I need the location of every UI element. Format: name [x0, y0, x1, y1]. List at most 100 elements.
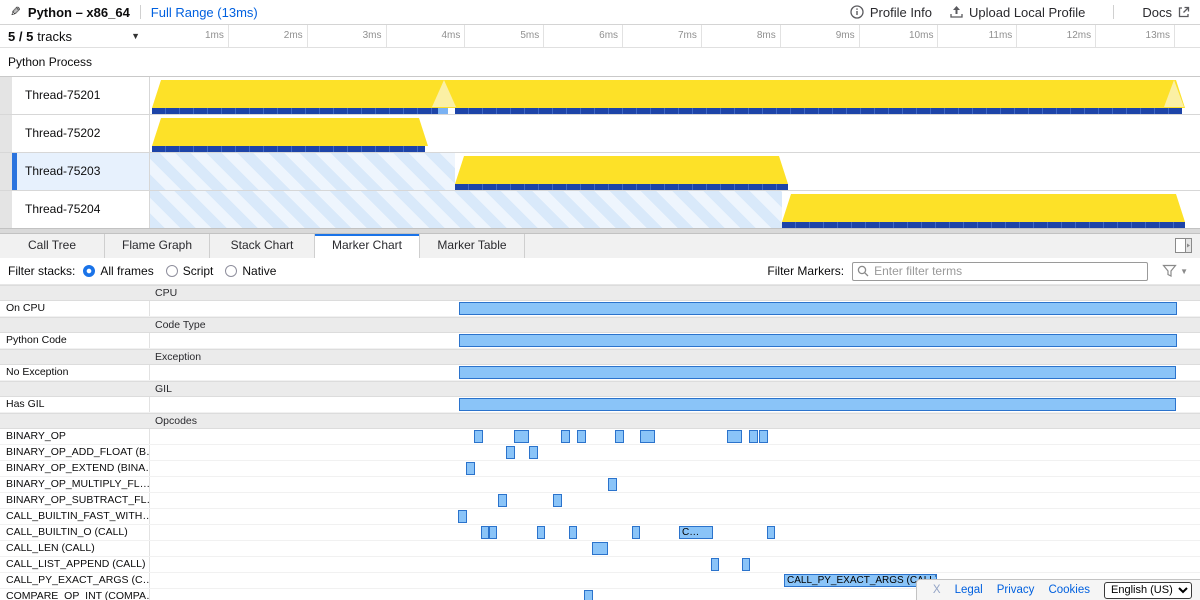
marker-box[interactable]: [584, 590, 593, 600]
marker-box[interactable]: [759, 430, 768, 443]
language-select[interactable]: English (US): [1104, 581, 1192, 599]
ruler-tick: 12ms: [1017, 25, 1097, 47]
search-icon: [857, 265, 869, 280]
footer-link-legal[interactable]: Legal: [954, 584, 983, 596]
track-row-thread-75202[interactable]: Thread-75202: [0, 115, 1200, 153]
marker-row-label: Has GIL: [0, 397, 150, 412]
marker-box[interactable]: [481, 526, 489, 539]
tab-stack-chart[interactable]: Stack Chart: [210, 234, 315, 258]
stack-filter-native[interactable]: Native: [225, 264, 276, 278]
marker-box[interactable]: [459, 398, 1176, 411]
footer-links: Legal Privacy Cookies: [955, 584, 1090, 596]
marker-box[interactable]: [459, 302, 1177, 315]
marker-box[interactable]: [749, 430, 758, 443]
edit-profile-name-icon[interactable]: ✎: [10, 4, 21, 19]
tab-marker-chart[interactable]: Marker Chart: [315, 234, 420, 258]
track-label[interactable]: Thread-75203: [12, 153, 150, 190]
marker-box[interactable]: [459, 366, 1176, 379]
footer-close-button[interactable]: X: [932, 584, 941, 596]
chevron-down-icon: ▼: [131, 31, 140, 41]
track-label[interactable]: Thread-75202: [12, 115, 150, 152]
marker-chart: CPU On CPU Code Type Python Code Exception No…: [0, 285, 1200, 600]
marker-box[interactable]: [459, 334, 1177, 347]
radio-icon: [165, 265, 178, 277]
marker-box[interactable]: [537, 526, 545, 539]
track-label[interactable]: Thread-75204: [12, 191, 150, 228]
marker-box[interactable]: [592, 542, 608, 555]
ruler-tick: 8ms: [702, 25, 781, 47]
upload-local-profile-button[interactable]: Upload Local Profile: [950, 5, 1085, 20]
marker-box[interactable]: [577, 430, 586, 443]
header-divider-2: [1113, 5, 1115, 19]
sample-strip: [782, 222, 1185, 228]
marker-box[interactable]: [632, 526, 640, 539]
tab-marker-table[interactable]: Marker Table: [420, 234, 525, 258]
track-label[interactable]: Thread-75201: [12, 77, 150, 114]
marker-row-label: CALL_PY_EXACT_ARGS (C…: [0, 573, 150, 588]
ruler-tick: 7ms: [623, 25, 702, 47]
marker-box[interactable]: [474, 430, 483, 443]
docs-link[interactable]: Docs: [1142, 5, 1190, 20]
ruler-tick: 4ms: [387, 25, 466, 47]
marker-box[interactable]: [569, 526, 577, 539]
marker-row: BINARY_OP_ADD_FLOAT (B…: [0, 445, 1200, 461]
marker-box[interactable]: [615, 430, 624, 443]
process-header[interactable]: Python Process: [0, 48, 1200, 77]
sample-strip: [152, 146, 425, 152]
marker-row: BINARY_OP: [0, 429, 1200, 445]
marker-box[interactable]: [506, 446, 515, 459]
marker-row: CALL_PY_EXACT_ARGS (CALL) CALL_PY_EXACT_A…: [0, 573, 1200, 589]
marker-box[interactable]: [608, 478, 617, 491]
marker-box[interactable]: [742, 558, 750, 571]
open-sidebar-icon[interactable]: [1175, 238, 1192, 253]
marker-row-label: BINARY_OP_ADD_FLOAT (B…: [0, 445, 150, 460]
ruler-tick: 1ms: [150, 25, 229, 47]
ruler-tick: 5ms: [465, 25, 545, 47]
marker-box[interactable]: [489, 526, 497, 539]
marker-box[interactable]: [466, 462, 475, 475]
cpu-usage-band: [455, 156, 788, 184]
marker-box[interactable]: CALL_PY_EXACT_ARGS (CALL): [784, 574, 937, 587]
profile-info-button[interactable]: Profile Info: [850, 5, 932, 20]
marker-box[interactable]: [553, 494, 562, 507]
marker-filter-input[interactable]: [852, 261, 1149, 281]
ruler-tick: 3ms: [308, 25, 387, 47]
footer-link-privacy[interactable]: Privacy: [996, 584, 1035, 596]
tracks-count: 5 / 5: [8, 28, 34, 44]
marker-filter-menu[interactable]: ▼: [1162, 264, 1188, 278]
marker-box[interactable]: [640, 430, 655, 443]
stack-filter-script[interactable]: Script: [165, 264, 214, 278]
stack-filter-all-frames[interactable]: All frames: [83, 264, 154, 278]
marker-box[interactable]: [561, 430, 570, 443]
marker-box[interactable]: [727, 430, 742, 443]
radio-label: Script: [182, 264, 214, 278]
marker-box[interactable]: [767, 526, 775, 539]
tab-call-tree[interactable]: Call Tree: [0, 234, 105, 258]
marker-box[interactable]: [514, 430, 529, 443]
marker-box[interactable]: [498, 494, 507, 507]
marker-category-label: CPU: [155, 287, 178, 299]
tracks-dropdown[interactable]: 5 / 5 tracks ▼: [0, 25, 150, 47]
panel-splitter[interactable]: [0, 228, 1200, 234]
marker-box[interactable]: [529, 446, 538, 459]
marker-row-label: BINARY_OP_MULTIPLY_FL…: [0, 477, 150, 492]
marker-box[interactable]: C…: [679, 526, 713, 539]
tab-flame-graph[interactable]: Flame Graph: [105, 234, 210, 258]
footer-link-cookies[interactable]: Cookies: [1048, 584, 1090, 596]
full-range-link[interactable]: Full Range (13ms): [150, 4, 258, 20]
track-row-thread-75201[interactable]: Thread-75201: [0, 77, 1200, 115]
marker-box[interactable]: [458, 510, 467, 523]
track-row-thread-75203[interactable]: Thread-75203: [0, 153, 1200, 191]
chevron-down-icon: ▼: [1180, 266, 1188, 276]
marker-box[interactable]: [711, 558, 719, 571]
marker-row-label: On CPU: [0, 301, 150, 316]
marker-row-label: BINARY_OP: [0, 429, 150, 444]
marker-row: COMPARE_OP_INT (COMPA…: [0, 589, 1200, 600]
track-row-thread-75204[interactable]: Thread-75204: [0, 191, 1200, 228]
marker-row: Has GIL: [0, 397, 1200, 413]
idle-stripes: [150, 191, 782, 228]
marker-category-row: Exception: [0, 349, 1200, 365]
radio-icon: [225, 265, 238, 277]
docs-label: Docs: [1142, 4, 1172, 20]
ruler-ticks: 1ms 2ms 3ms 4ms 5ms 6ms 7ms 8ms 9ms 10ms 11ms 12ms 1…: [150, 25, 1200, 47]
